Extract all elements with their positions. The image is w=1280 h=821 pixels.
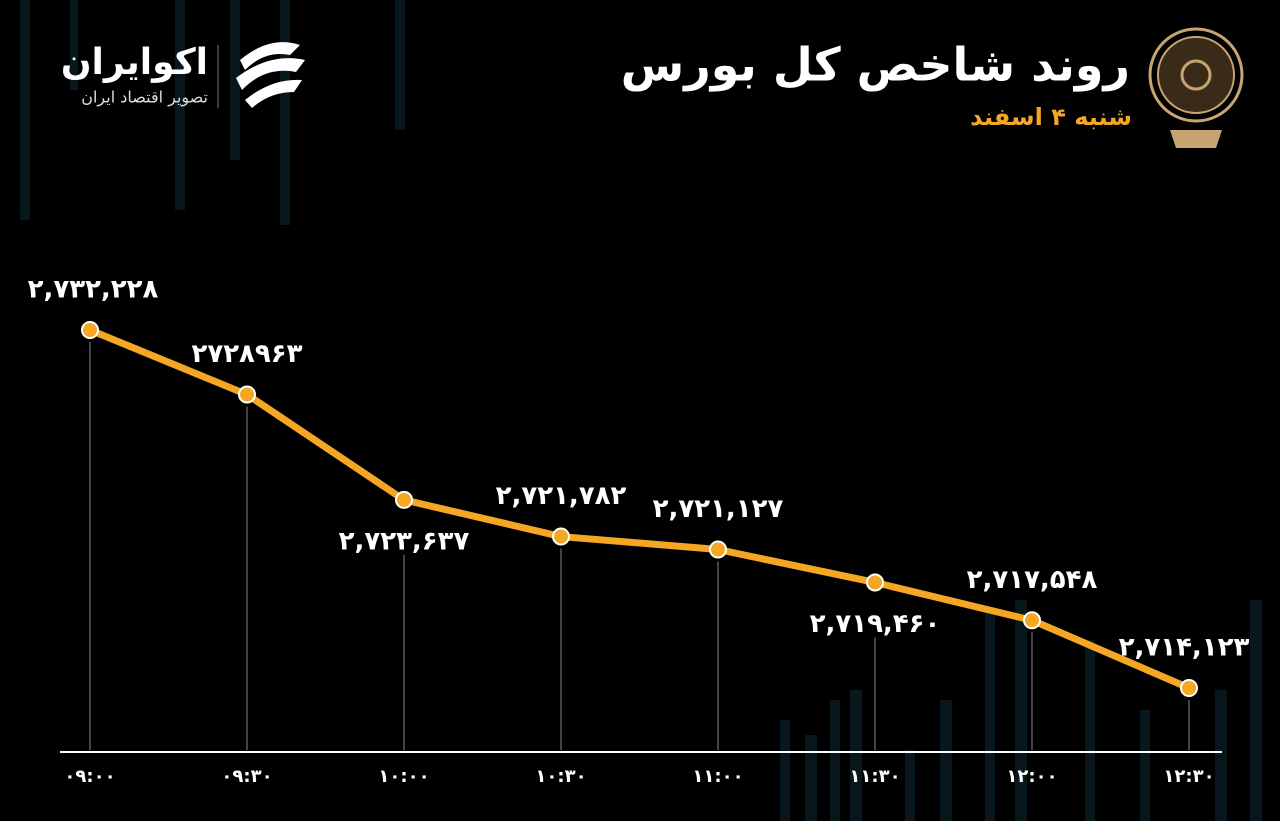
x-tick-label: ۱۱:۰۰ — [692, 766, 743, 787]
point — [1180, 679, 1198, 697]
x-tick-label: ۱۰:۰۰ — [378, 766, 429, 787]
brand-tagline: تصویر اقتصاد ایران — [81, 88, 208, 108]
value-label: ۲,۷۲۳,۶۳۷ — [339, 526, 470, 556]
x-tick-label: ۰۹:۰۰ — [64, 766, 115, 787]
point — [238, 385, 256, 404]
line — [88, 326, 1191, 692]
point — [81, 321, 99, 339]
point — [552, 527, 570, 546]
value-label: ۲,۷۱۴,۱۲۳ — [1119, 633, 1250, 663]
value-label: ۲,۷۲۱,۷۸۲ — [496, 481, 627, 511]
x-tick-label: ۱۲:۰۰ — [1006, 766, 1057, 787]
brand-name: اکوایران — [61, 42, 208, 83]
point — [395, 490, 413, 509]
chart-subtitle: شنبه ۴ اسفند — [970, 103, 1132, 131]
point — [866, 573, 884, 592]
point — [1023, 611, 1041, 630]
brand-logo — [217, 42, 305, 108]
x-tick-label: ۱۱:۳۰ — [849, 766, 900, 787]
value-label: ۲۷۲۸۹۶۳ — [191, 339, 302, 369]
x-tick-label: ۰۹:۳۰ — [221, 766, 272, 787]
x-tick-label: ۱۰:۳۰ — [535, 766, 586, 787]
value-label: ۲,۷۱۷,۵۴۸ — [967, 565, 1098, 595]
x-tick-label: ۱۲:۳۰ — [1163, 766, 1214, 787]
point — [709, 540, 727, 559]
exchange-logo — [1148, 27, 1244, 148]
background-bars — [20, 0, 1262, 821]
value-label: ۲,۷۱۹,۴۶۰ — [810, 609, 941, 639]
value-label: ۲,۷۲۱,۱۲۷ — [653, 494, 784, 524]
chart-title: روند شاخص کل بورس — [621, 38, 1130, 92]
value-label: ۲,۷۳۲,۲۲۸ — [28, 275, 159, 305]
